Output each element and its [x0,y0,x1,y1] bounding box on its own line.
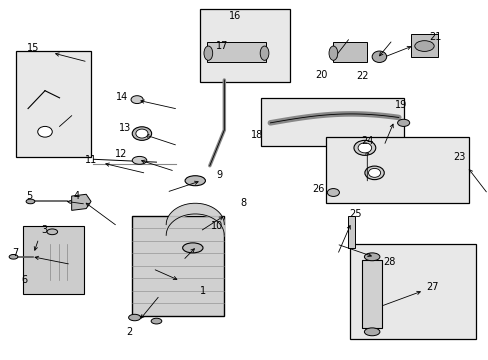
Ellipse shape [26,199,35,204]
Ellipse shape [131,96,143,104]
Text: 11: 11 [85,156,97,165]
Bar [132,216,224,316]
Ellipse shape [203,46,212,60]
Circle shape [38,126,52,137]
Text: 17: 17 [215,41,227,51]
Text: 1: 1 [199,286,205,296]
Text: 23: 23 [452,152,465,162]
Text: 3: 3 [41,225,47,235]
Polygon shape [23,226,83,294]
Text: 22: 22 [355,71,368,81]
Text: 4: 4 [73,191,80,201]
Ellipse shape [183,243,203,253]
Text: 13: 13 [119,123,131,133]
Bar [207,42,265,62]
Ellipse shape [260,46,268,60]
Text: 5: 5 [26,191,32,201]
Bar [347,216,354,248]
Text: 12: 12 [115,149,127,159]
Text: 26: 26 [312,184,325,194]
Text: 20: 20 [314,69,327,80]
Text: 19: 19 [394,100,407,110]
Text: 6: 6 [21,275,28,285]
Text: 2: 2 [126,327,133,337]
Bar [333,42,366,62]
Bar [362,260,381,328]
Bar [16,51,91,157]
Text: 21: 21 [428,32,441,42]
Ellipse shape [132,157,146,164]
Ellipse shape [47,229,58,235]
Ellipse shape [364,253,379,261]
Text: 28: 28 [382,257,394,267]
Text: 10: 10 [210,221,223,231]
Text: 16: 16 [228,11,241,21]
Ellipse shape [397,119,409,126]
Bar [410,33,437,57]
Ellipse shape [328,46,337,60]
Ellipse shape [353,140,375,156]
Ellipse shape [326,189,339,197]
Text: 27: 27 [426,282,438,292]
Ellipse shape [371,51,386,63]
Ellipse shape [364,166,384,180]
Ellipse shape [357,143,371,153]
Bar [200,9,289,82]
Ellipse shape [151,318,162,324]
Bar [260,98,403,146]
Text: 24: 24 [360,136,373,146]
Text: 18: 18 [250,130,263,140]
Bar [349,244,475,339]
Bar [325,137,468,203]
Ellipse shape [364,328,379,336]
Polygon shape [72,194,91,210]
Ellipse shape [414,41,433,51]
Text: 8: 8 [240,198,246,208]
Text: 9: 9 [216,170,222,180]
Ellipse shape [136,129,148,138]
Ellipse shape [128,314,141,321]
Text: 14: 14 [116,92,128,102]
Text: 25: 25 [348,209,361,219]
Text: 15: 15 [27,43,39,53]
Ellipse shape [368,168,380,177]
Ellipse shape [132,127,151,140]
Ellipse shape [184,176,205,186]
Ellipse shape [9,255,18,259]
Text: 7: 7 [12,248,18,258]
